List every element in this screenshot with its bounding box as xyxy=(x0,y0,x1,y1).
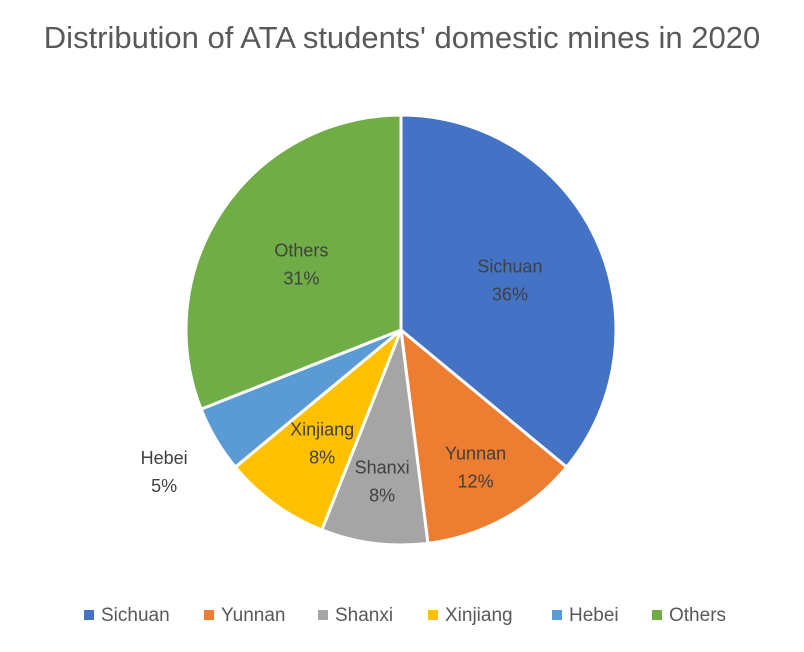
slice-label-yunnan: Yunnan xyxy=(445,444,506,464)
legend-label-others: Others xyxy=(669,605,726,626)
slice-value-sichuan: 36% xyxy=(492,285,528,305)
slice-label-others: Others xyxy=(274,240,328,260)
legend-swatch-others xyxy=(652,610,662,620)
slice-value-xinjiang: 8% xyxy=(309,447,335,467)
legend-swatch-yunnan xyxy=(204,610,214,620)
slice-value-others: 31% xyxy=(283,268,319,288)
legend-swatch-hebei xyxy=(552,610,562,620)
pie-slice-others xyxy=(184,113,403,411)
slice-labels: Sichuan 36% Yunnan 12% Shanxi 8% Xinjiang 8% Heb… xyxy=(141,240,543,505)
slice-value-hebei: 5% xyxy=(151,476,177,496)
slice-label-hebei: Hebei xyxy=(141,448,188,468)
legend-label-sichuan: Sichuan xyxy=(101,605,170,626)
slice-value-yunnan: 12% xyxy=(458,472,494,492)
slice-label-shanxi: Shanxi xyxy=(355,457,410,477)
legend-swatch-xinjiang xyxy=(428,610,438,620)
pie-slices xyxy=(184,113,618,547)
chart-title: Distribution of ATA students' domestic m… xyxy=(44,20,760,55)
slice-label-xinjiang: Xinjiang xyxy=(290,419,354,439)
legend-swatch-shanxi xyxy=(318,610,328,620)
legend-label-hebei: Hebei xyxy=(569,605,619,626)
pie-slice-xinjiang xyxy=(233,328,403,532)
legend-label-yunnan: Yunnan xyxy=(221,605,285,626)
pie-slice-yunnan xyxy=(399,328,569,545)
legend-label-xinjiang: Xinjiang xyxy=(445,605,513,626)
pie-slice-shanxi xyxy=(320,328,430,547)
legend-label-shanxi: Shanxi xyxy=(335,605,393,626)
pie-slice-sichuan xyxy=(399,113,618,469)
slice-label-sichuan: Sichuan xyxy=(477,257,542,277)
legend-swatch-sichuan xyxy=(84,610,94,620)
legend: Sichuan Yunnan Shanxi Xinjiang Hebei Others xyxy=(84,605,726,626)
slice-value-shanxi: 8% xyxy=(369,485,395,505)
